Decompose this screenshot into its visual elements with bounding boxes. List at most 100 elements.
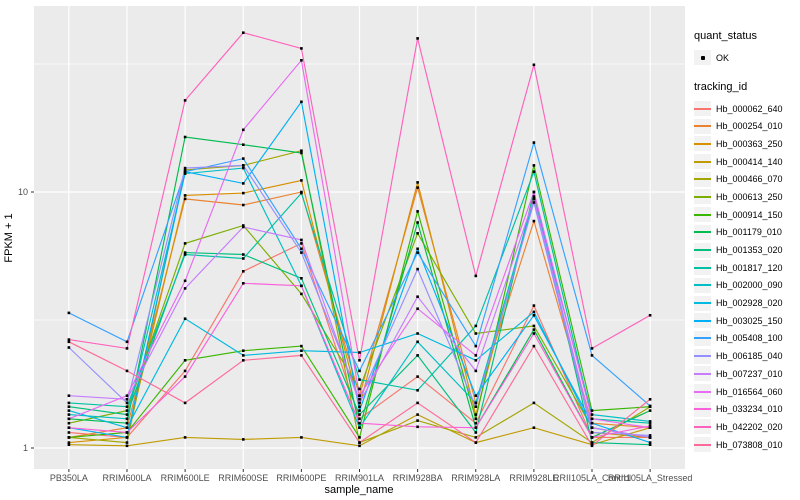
data-point — [532, 141, 536, 144]
legend-line-key-icon — [694, 266, 711, 269]
data-point — [648, 426, 652, 429]
x-tick-label: RRIM600PE — [276, 473, 326, 483]
data-point — [416, 267, 419, 271]
x-tick-label: RRIM901LA — [335, 473, 384, 483]
data-point — [183, 99, 187, 102]
data-point — [416, 332, 419, 335]
legend-key-box — [694, 171, 711, 187]
data-point — [358, 351, 361, 354]
legend-line-key-icon — [694, 249, 711, 252]
legend-line-key-icon — [694, 107, 711, 110]
legend-key-box — [694, 50, 711, 66]
legend-item-label: Hb_002928_020 — [716, 298, 783, 309]
data-point — [358, 441, 361, 444]
data-point — [125, 340, 129, 344]
data-point — [242, 191, 245, 195]
data-point — [67, 443, 71, 446]
legend-line-key-icon — [694, 195, 711, 198]
legend-item-label: Hb_000466_070 — [716, 174, 783, 185]
legend-item: Hb_002928_020 — [694, 294, 800, 312]
data-point — [242, 224, 245, 227]
data-point — [648, 436, 652, 439]
data-point — [125, 401, 129, 405]
data-point — [67, 394, 71, 397]
data-point — [125, 369, 129, 373]
legend-key-box — [694, 154, 711, 170]
data-point — [300, 47, 303, 50]
legend-item: Hb_000062_640 — [694, 100, 800, 118]
data-point — [300, 284, 303, 288]
legend-line-key-icon — [694, 178, 711, 181]
data-point — [183, 194, 187, 197]
data-point — [416, 307, 419, 310]
data-point — [532, 314, 536, 317]
legend-key-box — [694, 437, 711, 453]
data-point — [590, 413, 594, 416]
legend-key-box — [694, 348, 711, 364]
legend-item-label: Hb_000613_250 — [716, 191, 783, 202]
data-point — [125, 436, 129, 439]
data-point — [125, 441, 129, 444]
data-point — [416, 232, 419, 235]
data-point — [300, 349, 303, 352]
legend-item: Hb_001179_010 — [694, 224, 800, 242]
x-tick-label: RRII105LA_Stressed — [608, 473, 693, 483]
data-point — [300, 191, 303, 195]
data-point — [474, 401, 478, 405]
legend-line-key-icon — [694, 284, 711, 287]
data-point — [67, 421, 71, 425]
x-axis-title: sample_name — [324, 484, 393, 496]
data-point — [183, 279, 187, 283]
data-point — [125, 347, 129, 350]
x-tick-label: RRIM928BA — [393, 473, 443, 483]
legend-item-label: Hb_000914_150 — [716, 209, 783, 220]
legend-key-box — [694, 224, 711, 240]
data-point — [67, 340, 71, 344]
legend-item-label: Hb_000414_140 — [716, 156, 783, 167]
legend-line-key-icon — [694, 355, 711, 358]
data-point — [358, 394, 361, 397]
legend-item: Hb_000914_150 — [694, 206, 800, 224]
legend-key-box — [694, 401, 711, 417]
legend-item: Hb_001353_020 — [694, 241, 800, 259]
data-point — [648, 314, 652, 317]
data-point — [183, 436, 187, 439]
data-point — [416, 247, 419, 251]
legend-item-label: Hb_042202_020 — [716, 421, 783, 432]
legend-item-label: Hb_002000_090 — [716, 280, 783, 291]
data-point — [183, 168, 187, 172]
data-point — [183, 135, 187, 139]
data-point — [474, 417, 478, 421]
data-point — [67, 409, 71, 412]
data-point — [300, 238, 303, 242]
data-point — [300, 251, 303, 254]
data-point — [532, 201, 536, 204]
data-point — [474, 324, 478, 328]
data-point — [242, 349, 245, 352]
data-point — [648, 398, 652, 401]
legend-line-key-icon — [694, 125, 711, 128]
legend-key-box — [694, 366, 711, 382]
legend-item: Hb_073808_010 — [694, 436, 800, 454]
data-point — [67, 346, 71, 349]
data-point — [125, 426, 129, 429]
legend-key-box — [694, 136, 711, 152]
legend-item: Hb_000414_140 — [694, 153, 800, 171]
data-point — [242, 282, 245, 285]
data-point — [474, 394, 478, 397]
data-point — [358, 378, 361, 381]
data-point — [242, 270, 245, 273]
legend-line-key-icon — [694, 302, 711, 305]
legend-item: Hb_001817_120 — [694, 259, 800, 277]
legend-item-label: Hb_003025_150 — [716, 315, 783, 326]
data-point — [242, 203, 245, 207]
plot-generated-layers: PB350LA RRIM600LA RRIM600LE RRIM600SE RRIM60… — [18, 6, 692, 483]
data-point — [242, 166, 245, 170]
data-point — [358, 398, 361, 401]
data-point — [416, 375, 419, 378]
legend-line-key-icon — [694, 160, 711, 163]
data-point — [242, 157, 245, 160]
data-point — [358, 417, 361, 421]
point-icon — [700, 55, 705, 60]
